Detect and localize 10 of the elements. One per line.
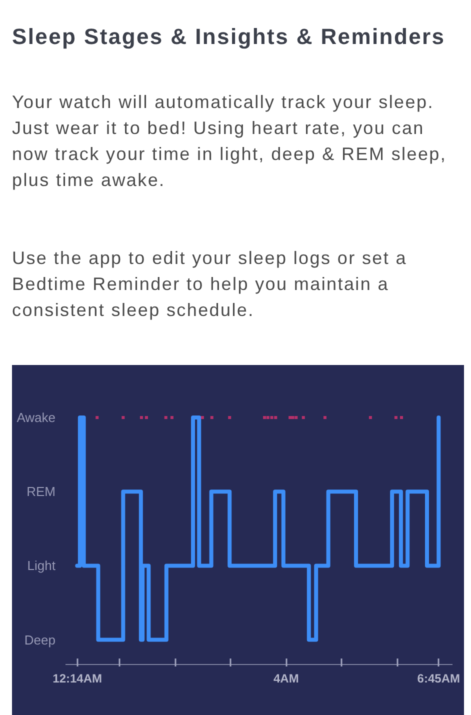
category-label: Awake <box>16 410 56 426</box>
text: Your watch will automatically track your sleep. Just wear it to bed! Using heart rate, you can now track your time in light, deep & REM sleep, plus time awake. <box>12 91 448 192</box>
x-tick-label: 6:45AM <box>417 672 460 686</box>
chart-title: Sleep Stages & Insights & Reminders <box>12 23 446 51</box>
text: Use the app to edit your sleep logs or set a Bedtime Reminder to help you maintain a consistent sleep schedule. <box>12 247 408 322</box>
category-label: Light <box>27 558 56 574</box>
x-tick-label: 12:14AM <box>52 672 102 686</box>
category-label: REM <box>26 484 56 500</box>
category-label: Deep <box>24 632 56 648</box>
x-tick-label: 4AM <box>274 672 299 686</box>
